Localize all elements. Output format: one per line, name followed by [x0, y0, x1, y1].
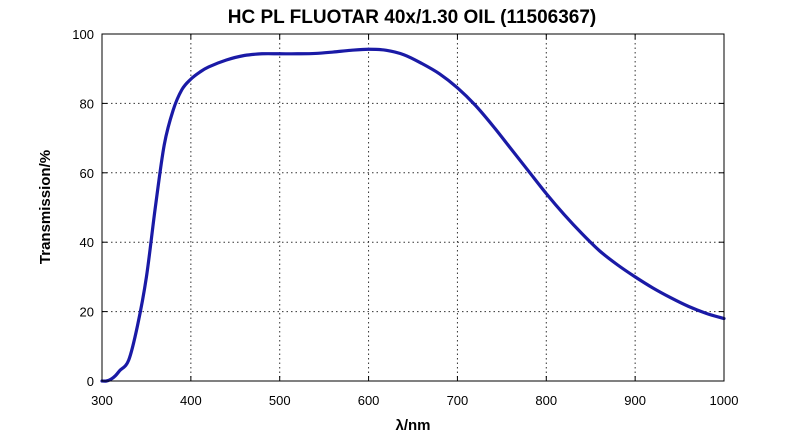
x-axis-label: λ/nm	[395, 417, 430, 434]
x-tick-label-300: 300	[91, 393, 113, 408]
y-tick-label-40: 40	[80, 235, 94, 250]
x-tick-label-800: 800	[535, 393, 557, 408]
chart-title: HC PL FLUOTAR 40x/1.30 OIL (11506367)	[228, 7, 597, 28]
x-tick-label-600: 600	[358, 393, 380, 408]
y-axis-label: Transmission/%	[37, 150, 54, 264]
x-tick-label-400: 400	[180, 393, 202, 408]
x-tick-label-700: 700	[447, 393, 469, 408]
series-line-0	[100, 47, 726, 383]
x-tick-label-900: 900	[624, 393, 646, 408]
y-tick-label-100: 100	[72, 27, 94, 42]
axis-ticks: 300 400 500 600 700 800 900 1000 0 20 40 60 80 100	[72, 27, 738, 408]
y-tick-label-80: 80	[80, 96, 94, 111]
y-tick-label-20: 20	[80, 305, 94, 320]
plot-frame	[101, 33, 725, 382]
series-layer	[100, 47, 726, 383]
x-tick-label-500: 500	[269, 393, 291, 408]
y-tick-label-0: 0	[87, 374, 94, 389]
grid-lines	[102, 34, 724, 381]
x-tick-label-1000: 1000	[710, 393, 739, 408]
y-tick-label-60: 60	[80, 166, 94, 181]
